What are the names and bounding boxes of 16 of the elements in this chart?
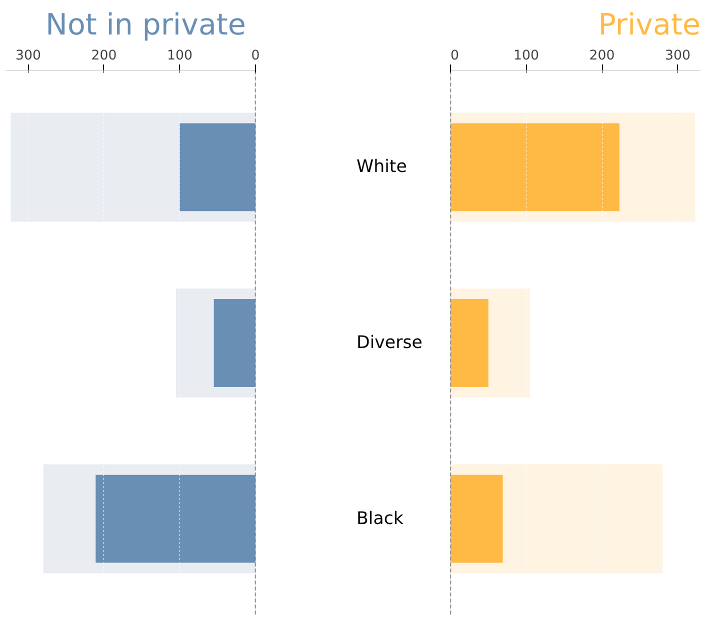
- bar: [214, 299, 256, 387]
- x-tick-label: 200: [589, 48, 615, 64]
- x-tick-label: 0: [251, 48, 260, 64]
- y-tick-label: Black: [356, 508, 404, 529]
- x-tick-label: 300: [665, 48, 691, 64]
- bar: [180, 123, 256, 212]
- chart-title: Private: [598, 8, 701, 42]
- y-tick-label: Diverse: [356, 333, 422, 353]
- x-tick-label: 300: [16, 48, 41, 64]
- bar: [96, 474, 256, 563]
- y-tick-label: White: [356, 157, 407, 178]
- x-tick-label: 100: [514, 48, 539, 64]
- x-tick-label: 100: [167, 48, 192, 64]
- x-tick-label: 200: [91, 48, 117, 64]
- x-tick-label: 0: [450, 48, 459, 64]
- chart-title: Not in private: [46, 8, 246, 42]
